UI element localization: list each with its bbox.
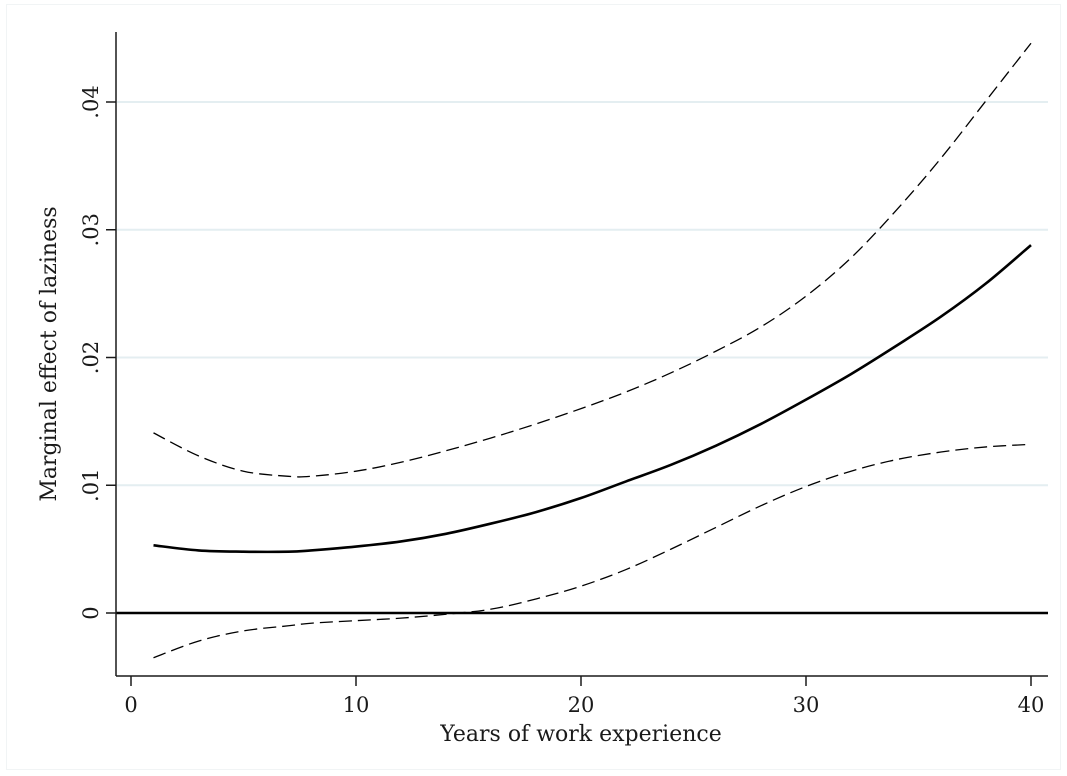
x-axis-title: Years of work experience bbox=[439, 722, 721, 747]
x-ticks: 0 10 20 30 40 bbox=[124, 676, 1044, 717]
y-tick-label-0: 0 bbox=[79, 606, 103, 619]
axes bbox=[115, 32, 1048, 677]
figure-frame bbox=[6, 4, 1061, 770]
x-tick-label-3: 30 bbox=[793, 693, 820, 717]
series-layer bbox=[153, 42, 1032, 659]
y-tick-label-4: .04 bbox=[79, 85, 103, 118]
gridlines bbox=[117, 101, 1048, 487]
y-axis-title: Marginal effect of laziness bbox=[37, 206, 62, 501]
series-line-estimate bbox=[153, 244, 1032, 554]
y-tick-label-1: .01 bbox=[79, 469, 103, 502]
series-line-ci-1 bbox=[153, 42, 1032, 478]
y-tick-label-3: .03 bbox=[79, 213, 103, 246]
x-tick-label-0: 0 bbox=[124, 693, 137, 717]
x-tick-label-4: 40 bbox=[1018, 693, 1045, 717]
y-tick-label-2: .02 bbox=[79, 341, 103, 374]
x-tick-label-2: 20 bbox=[568, 693, 595, 717]
y-ticks: 0 .01 .02 .03 .04 bbox=[79, 85, 116, 620]
series-line-ci-2 bbox=[153, 443, 1032, 659]
x-tick-label-1: 10 bbox=[343, 693, 370, 717]
